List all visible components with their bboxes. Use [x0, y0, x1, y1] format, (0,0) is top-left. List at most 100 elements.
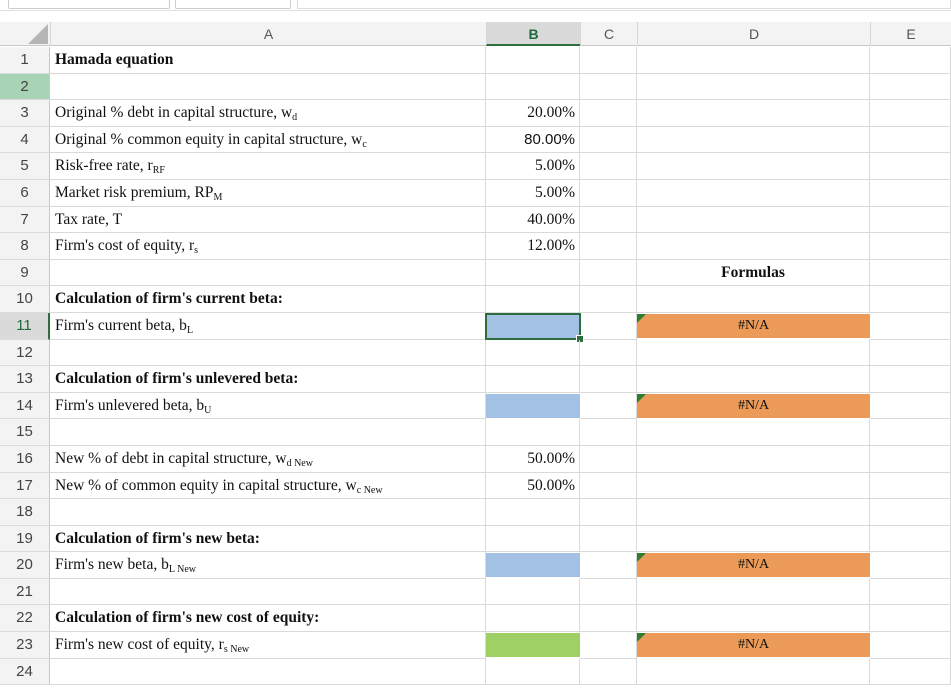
cell-a24[interactable]: [50, 658, 486, 686]
cell-a4[interactable]: Original % common equity in capital stru…: [50, 126, 486, 154]
cell-c4[interactable]: [580, 126, 637, 154]
cell-a12[interactable]: [50, 339, 486, 367]
cell-d7[interactable]: [637, 206, 870, 234]
cell-d5[interactable]: [637, 153, 870, 180]
cell-e22[interactable]: [870, 605, 951, 633]
cell-b24[interactable]: [486, 658, 580, 686]
row-header[interactable]: 4: [0, 126, 50, 154]
cell-c14[interactable]: [580, 392, 637, 420]
cell-b17[interactable]: 50.00%: [486, 472, 580, 500]
cell-b20[interactable]: [486, 553, 580, 578]
cell-c1[interactable]: [580, 47, 637, 74]
cell-e2[interactable]: [870, 73, 951, 101]
row-header[interactable]: 6: [0, 179, 50, 207]
cell-a13[interactable]: Calculation of firm's unlevered beta:: [50, 366, 486, 393]
row-header[interactable]: 21: [0, 578, 50, 606]
cell-a8[interactable]: Firm's cost of equity, rs: [50, 233, 486, 260]
column-header-d[interactable]: D: [637, 22, 870, 46]
cell-d23[interactable]: #N/A: [637, 633, 870, 658]
cell-d4[interactable]: [637, 126, 870, 154]
row-header[interactable]: 2: [0, 73, 50, 101]
cell-d3[interactable]: [637, 100, 870, 127]
column-header-b[interactable]: B: [486, 22, 580, 46]
cell-c20[interactable]: [580, 552, 637, 579]
cell-e23[interactable]: [870, 632, 951, 659]
cell-c7[interactable]: [580, 206, 637, 234]
cell-c12[interactable]: [580, 339, 637, 367]
cell-d16[interactable]: [637, 445, 870, 473]
row-header[interactable]: 12: [0, 339, 50, 367]
row-header[interactable]: 8: [0, 233, 50, 260]
cell-b19[interactable]: [486, 525, 580, 553]
cell-b18[interactable]: [486, 499, 580, 526]
cell-b16[interactable]: 50.00%: [486, 445, 580, 473]
row-header[interactable]: 19: [0, 525, 50, 553]
cell-c16[interactable]: [580, 445, 637, 473]
cell-a17[interactable]: New % of common equity in capital struct…: [50, 472, 486, 500]
cell-b3[interactable]: 20.00%: [486, 100, 580, 127]
row-header[interactable]: 5: [0, 153, 50, 180]
cell-a22[interactable]: Calculation of firm's new cost of equity…: [50, 605, 486, 633]
cell-b6[interactable]: 5.00%: [486, 179, 580, 207]
row-header[interactable]: 7: [0, 206, 50, 234]
row-header[interactable]: 9: [0, 259, 50, 287]
row-header[interactable]: 22: [0, 605, 50, 633]
cell-c13[interactable]: [580, 366, 637, 393]
cell-a14[interactable]: Firm's unlevered beta, bU: [50, 392, 486, 420]
cell-c11[interactable]: [580, 312, 637, 340]
row-header[interactable]: 10: [0, 286, 50, 313]
cell-d17[interactable]: [637, 472, 870, 500]
row-header[interactable]: 1: [0, 47, 50, 74]
row-header[interactable]: 20: [0, 552, 50, 579]
cell-b11[interactable]: [486, 313, 580, 338]
select-all-button[interactable]: [0, 22, 50, 46]
cell-b2[interactable]: [486, 73, 580, 101]
row-header[interactable]: 13: [0, 366, 50, 393]
cell-c3[interactable]: [580, 100, 637, 127]
cell-b21[interactable]: [486, 578, 580, 606]
row-header[interactable]: 3: [0, 100, 50, 127]
cell-e17[interactable]: [870, 472, 951, 500]
cell-e8[interactable]: [870, 233, 951, 260]
cell-a6[interactable]: Market risk premium, RPM: [50, 179, 486, 207]
column-header-e[interactable]: E: [870, 22, 951, 46]
cell-a16[interactable]: New % of debt in capital structure, wd N…: [50, 445, 486, 473]
cell-e14[interactable]: [870, 392, 951, 420]
cell-d2[interactable]: [637, 73, 870, 101]
cell-c19[interactable]: [580, 525, 637, 553]
row-header[interactable]: 23: [0, 632, 50, 659]
row-header[interactable]: 14: [0, 392, 50, 420]
cell-d24[interactable]: [637, 658, 870, 686]
cell-c18[interactable]: [580, 499, 637, 526]
cell-e3[interactable]: [870, 100, 951, 127]
column-header-a[interactable]: A: [50, 22, 486, 46]
cell-c10[interactable]: [580, 286, 637, 313]
cell-d13[interactable]: [637, 366, 870, 393]
cell-e19[interactable]: [870, 525, 951, 553]
cell-d22[interactable]: [637, 605, 870, 633]
cell-c2[interactable]: [580, 73, 637, 101]
cell-b15[interactable]: [486, 419, 580, 446]
cell-a23[interactable]: Firm's new cost of equity, rs New: [50, 632, 486, 659]
cell-b14[interactable]: [486, 393, 580, 418]
cell-d10[interactable]: [637, 286, 870, 313]
cell-a19[interactable]: Calculation of firm's new beta:: [50, 525, 486, 553]
name-box[interactable]: [8, 0, 170, 9]
cell-e21[interactable]: [870, 578, 951, 606]
row-header[interactable]: 11: [0, 312, 50, 340]
cell-d11[interactable]: #N/A: [637, 313, 870, 338]
cell-e13[interactable]: [870, 366, 951, 393]
cell-e24[interactable]: [870, 658, 951, 686]
cell-a11[interactable]: Firm's current beta, bL: [50, 312, 486, 340]
cell-e5[interactable]: [870, 153, 951, 180]
cell-a18[interactable]: [50, 499, 486, 526]
cell-a3[interactable]: Original % debt in capital structure, wd: [50, 100, 486, 127]
cell-e12[interactable]: [870, 339, 951, 367]
cell-a15[interactable]: [50, 419, 486, 446]
cell-c22[interactable]: [580, 605, 637, 633]
cell-b4[interactable]: 80.00%: [486, 126, 580, 154]
cell-c23[interactable]: [580, 632, 637, 659]
cell-e18[interactable]: [870, 499, 951, 526]
column-header-c[interactable]: C: [580, 22, 637, 46]
cell-b7[interactable]: 40.00%: [486, 206, 580, 234]
